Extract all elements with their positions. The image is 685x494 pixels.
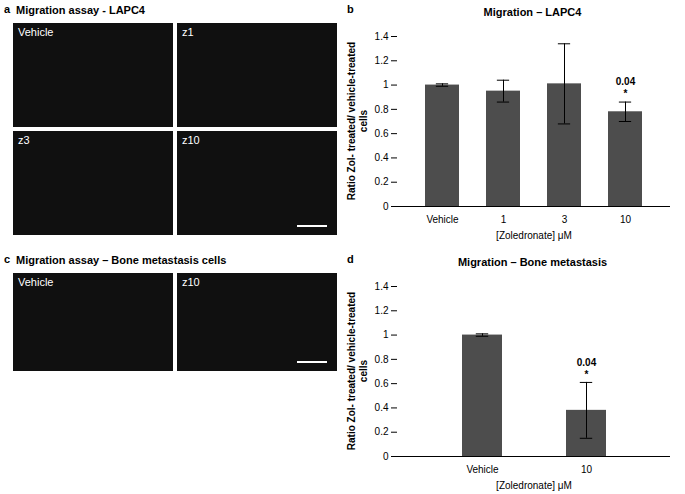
html-text:Migration assay – Bone metasta: Migration assay – Bone metastasis cells (16, 254, 227, 266)
svg-text:0.6: 0.6 (375, 378, 389, 389)
html-text:Ratio Zol- treated/ vehicle-tr: Ratio Zol- treated/ vehicle-treated cell… (346, 41, 369, 201)
svg-text:1: 1 (501, 214, 507, 225)
svg-text:1.4: 1.4 (375, 281, 389, 292)
html-text:Ratio Zol- treated/ vehicle-tr: Ratio Zol- treated/ vehicle-treated cell… (346, 291, 369, 451)
svg-text:*: * (585, 369, 589, 380)
svg-text:0.8: 0.8 (375, 354, 389, 365)
svg-text:0.2: 0.2 (375, 426, 389, 437)
svg-text:0: 0 (383, 451, 389, 462)
html-text:Migration – LAPC4: Migration – LAPC4 (483, 6, 582, 18)
html-text:Migration assay - LAPC4: Migration assay - LAPC4 (16, 4, 145, 16)
svg-text:Vehicle: Vehicle (466, 464, 499, 475)
svg-text:10: 10 (581, 464, 593, 475)
svg-text:10: 10 (620, 214, 632, 225)
html-text:c: c (4, 253, 11, 265)
svg-text:*: * (624, 88, 628, 99)
svg-text:[Zoledronate] μM: [Zoledronate] μM (496, 480, 572, 491)
svg-text:1.4: 1.4 (375, 31, 389, 42)
html-text:a: a (4, 3, 11, 15)
html-text:Vehicle: Vehicle (18, 26, 54, 38)
html-text:z3: z3 (18, 134, 30, 146)
html-text:d: d (347, 253, 354, 265)
svg-text:0.2: 0.2 (375, 176, 389, 187)
svg-text:0.4: 0.4 (375, 402, 389, 413)
svg-text:0.04: 0.04 (616, 76, 636, 87)
svg-text:1.2: 1.2 (375, 55, 389, 66)
html-text:z1: z1 (182, 26, 194, 38)
html-text:z10: z10 (182, 276, 200, 288)
svg-text:0.04: 0.04 (577, 357, 597, 368)
html-text:Migration – Bone metastasis: Migration – Bone metastasis (457, 256, 608, 268)
svg-text:0.6: 0.6 (375, 128, 389, 139)
svg-text:0: 0 (383, 201, 389, 212)
svg-text:Vehicle: Vehicle (426, 214, 459, 225)
svg-text:1: 1 (383, 329, 389, 340)
svg-text:1: 1 (383, 79, 389, 90)
html-text:Vehicle: Vehicle (18, 276, 54, 288)
svg-text:0.8: 0.8 (375, 104, 389, 115)
svg-text:0.4: 0.4 (375, 152, 389, 163)
svg-text:1.2: 1.2 (375, 305, 389, 316)
html-text:b: b (347, 3, 354, 15)
svg-text:[Zoledronate] μM: [Zoledronate] μM (496, 230, 572, 241)
svg-text:3: 3 (562, 214, 568, 225)
html-text:z10: z10 (182, 134, 200, 146)
